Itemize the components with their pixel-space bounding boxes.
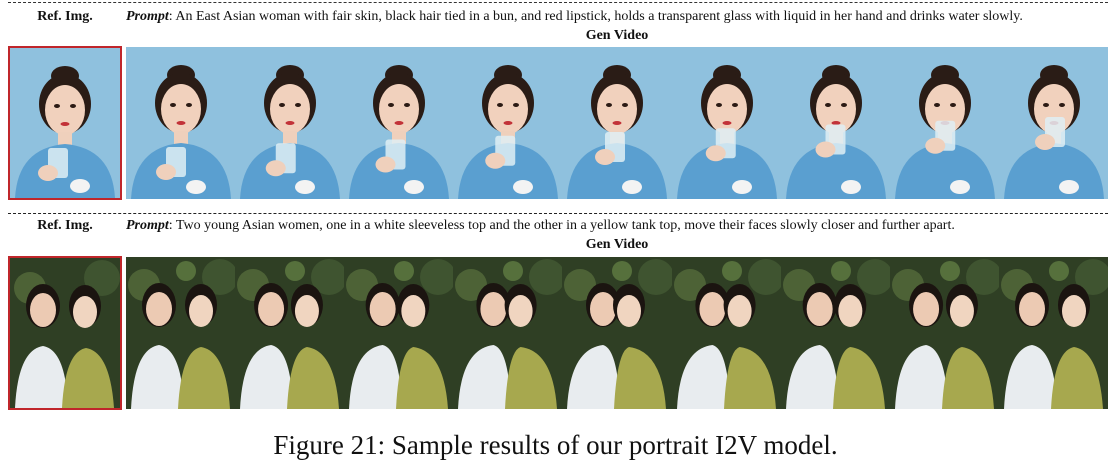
- video-frame: [344, 47, 454, 199]
- video-frame: [562, 257, 672, 409]
- video-frame: [889, 47, 999, 199]
- prompt-body-2: : Two young Asian women, one in a white …: [168, 218, 955, 233]
- video-frame: [235, 47, 345, 199]
- prompt-body-1: : An East Asian woman with fair skin, bl…: [168, 9, 1023, 24]
- two-women-portrait-image: [10, 258, 120, 408]
- video-frame: [344, 257, 454, 409]
- prompt-label-1: Prompt: [126, 9, 169, 24]
- ref-image-label-2: Ref. Img.: [37, 218, 93, 233]
- video-frame: [998, 257, 1108, 409]
- row-dashed-divider: [8, 213, 1108, 214]
- video-frame: [453, 47, 563, 199]
- video-frame: [235, 257, 345, 409]
- prompt-label-2: Prompt: [126, 218, 169, 233]
- gen-video-label-1: Gen Video: [585, 28, 649, 43]
- top-dashed-divider: [8, 2, 1108, 3]
- prompt-text-1: Prompt: An East Asian woman with fair sk…: [126, 9, 1023, 25]
- video-frame: [780, 257, 890, 409]
- video-frame: [671, 47, 781, 199]
- prompt-text-2: Prompt: Two young Asian women, one in a …: [126, 218, 955, 234]
- gen-video-frames-1: [126, 47, 1108, 199]
- video-frame: [780, 47, 890, 199]
- figure-caption: Figure 21: Sample results of our portrai…: [273, 430, 838, 460]
- video-frame: [453, 257, 563, 409]
- gen-video-label-2: Gen Video: [585, 237, 649, 252]
- video-frame: [562, 47, 672, 199]
- video-frame: [671, 257, 781, 409]
- gen-video-frames-2: [126, 257, 1108, 409]
- video-frame: [889, 257, 999, 409]
- ref-image-label-1: Ref. Img.: [37, 9, 93, 24]
- woman-portrait-image: [10, 48, 120, 198]
- reference-image-2: [8, 256, 122, 410]
- video-frame: [998, 47, 1108, 199]
- video-frame: [126, 47, 236, 199]
- video-frame: [126, 257, 236, 409]
- reference-image-1: [8, 46, 122, 200]
